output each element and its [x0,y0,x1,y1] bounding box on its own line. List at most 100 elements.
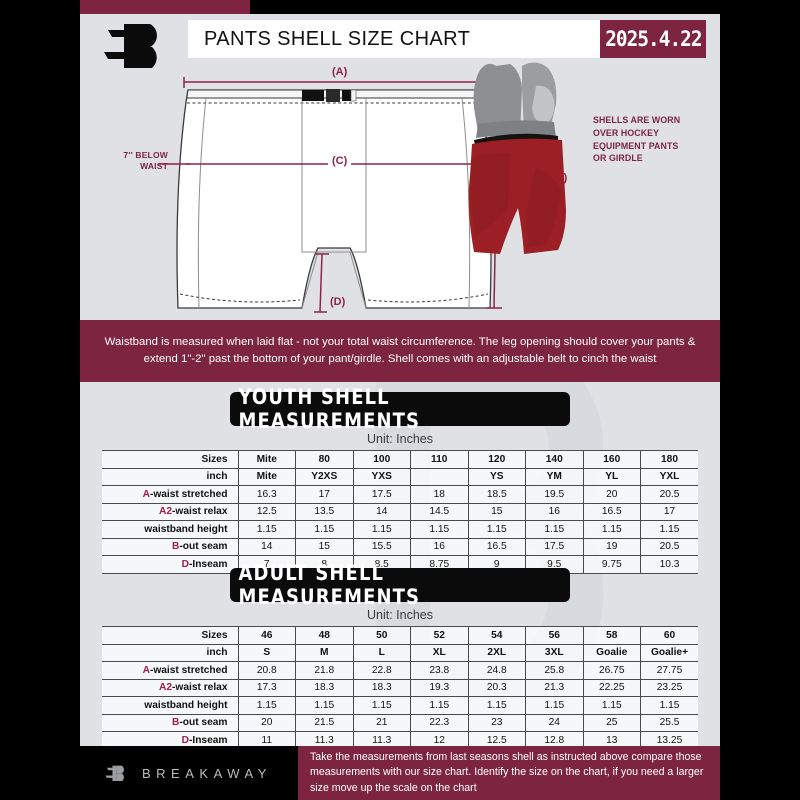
table-cell: 1.15 [582,696,641,715]
table-cell: 14.5 [410,502,469,521]
table-cell: 3XL [525,643,584,662]
table-cell: 17 [295,485,354,504]
row-label: A2-waist relax [102,502,239,521]
table-cell: 21.3 [525,678,584,697]
table-cell: 25 [582,713,641,732]
table-cell: 22.3 [410,713,469,732]
table-cell: 12 [410,731,469,746]
youth-section-title-text: YOUTH SHELL MEASUREMENTS [238,385,421,433]
table-cell: 180 [640,450,698,469]
table-cell: Mite [237,467,296,486]
table-cell: 16.5 [467,537,526,556]
table-cell: 23.8 [410,661,469,680]
adult-measurements-table: Sizes 46 48 50 52 54 56 58 60 inch S M L XL 2XL 3XL Goal… [102,626,698,746]
table-cell: 16 [410,537,469,556]
table-cell: Mite [237,450,296,469]
table-cell: 13 [582,731,641,746]
footer-brand: BREAKAWAY [80,746,298,800]
table-cell: 13.25 [640,731,698,746]
table-cell: 1.15 [295,520,354,539]
table-cell: 1.15 [410,696,469,715]
shell-usage-note-line2: OVER HOCKEY [593,127,660,138]
content-card: PANTS SHELL SIZE CHART 2025.4.22 7'' BEL… [80,14,720,746]
table-cell: L [352,643,411,662]
table-cell: 1.15 [352,520,411,539]
table-row: inch Mite Y2XS YXS YS YM YL YXL [102,467,698,486]
table-cell: 11.3 [295,731,354,746]
adult-section-title-text: ADULT SHELL MEASUREMENTS [238,561,421,609]
shell-usage-note-line3: EQUIPMENT PANTS [593,140,679,151]
table-cell: 21 [352,713,411,732]
table-cell: Goalie [582,643,641,662]
table-cell: YXL [640,467,698,486]
table-cell: 25.5 [640,713,698,732]
table-cell: 20.8 [237,661,296,680]
table-cell: 19.3 [410,678,469,697]
row-label: D-Inseam [102,555,239,574]
table-cell: 24 [525,713,584,732]
table-cell: 23.25 [640,678,698,697]
adult-section-title: ADULT SHELL MEASUREMENTS [230,561,570,609]
page-title-bar: PANTS SHELL SIZE CHART [188,20,620,58]
table-cell [410,467,469,486]
table-cell: XL [410,643,469,662]
table-row: D-Inseam 11 11.3 11.3 12 12.5 12.8 13 13.25 [102,731,698,746]
table-cell: 18.5 [467,485,526,504]
product-photo-shell [468,62,566,254]
row-label: B-out seam [102,713,239,732]
below-waist-note-line2: WAIST [140,161,168,172]
shell-usage-note-line4: OR GIRDLE [593,153,643,164]
table-cell: 110 [410,450,469,469]
brand-logo [94,14,180,76]
table-cell: 1.15 [525,520,584,539]
diagram-area: 7'' BELOW WAIST [80,62,720,320]
table-cell: 14 [352,502,411,521]
table-cell: 25.8 [525,661,584,680]
table-cell: 1.15 [237,520,296,539]
row-label-marker: D [181,558,189,570]
below-waist-note-line1: 7'' BELOW [123,150,168,160]
row-label: A2-waist relax [102,678,239,697]
table-cell: 17.3 [237,678,296,697]
table-cell: YL [582,467,641,486]
page-footer: BREAKAWAY Take the measurements from las… [0,746,800,800]
table-cell: YM [525,467,584,486]
table-cell: 18.3 [352,678,411,697]
table-cell: 56 [525,626,584,645]
table-cell: 20 [237,713,296,732]
row-label: A-waist stretched [102,485,239,504]
dimension-label-c: (C) [328,155,352,167]
table-cell: 27.75 [640,661,698,680]
table-cell: 22.25 [582,678,641,697]
shell-usage-note-line1: SHELLS ARE WORN [593,115,681,125]
youth-measurements-table: Sizes Mite 80 100 110 120 140 160 180 inch Mite Y2X… [102,450,698,574]
table-cell: 21.8 [295,661,354,680]
table-cell: 22.8 [352,661,411,680]
table-cell: M [295,643,354,662]
table-row: inch S M L XL 2XL 3XL Goalie Goalie+ [102,643,698,662]
table-cell: 80 [295,450,354,469]
table-cell: 15.5 [352,537,411,556]
table-cell: 16.3 [237,485,296,504]
breakaway-b-logo-icon [104,24,157,68]
shell-usage-note: SHELLS ARE WORN OVER HOCKEY EQUIPMENT PA… [593,114,713,165]
footer-b-logo-icon [105,765,124,782]
table-cell: 15 [295,537,354,556]
belt-buckle-detail [302,89,357,102]
table-cell: 2XL [467,643,526,662]
table-cell: 19.5 [525,485,584,504]
youth-unit-label: Unit: Inches [366,432,433,446]
footer-instruction: Take the measurements from last seasons … [298,746,720,800]
table-cell: 10.3 [640,555,698,574]
table-cell: 20.3 [467,678,526,697]
table-row: waistband height 1.15 1.15 1.15 1.15 1.15 1.15… [102,696,698,715]
table-cell: 46 [237,626,296,645]
table-cell: 9.75 [582,555,641,574]
footer-instruction-text: Take the measurements from last seasons … [310,750,704,794]
page-title: PANTS SHELL SIZE CHART [204,27,471,50]
row-label: D-Inseam [102,731,239,746]
table-cell: Goalie+ [640,643,698,662]
table-cell: 1.15 [525,696,584,715]
table-cell: Y2XS [295,467,354,486]
dimension-d [314,253,329,313]
